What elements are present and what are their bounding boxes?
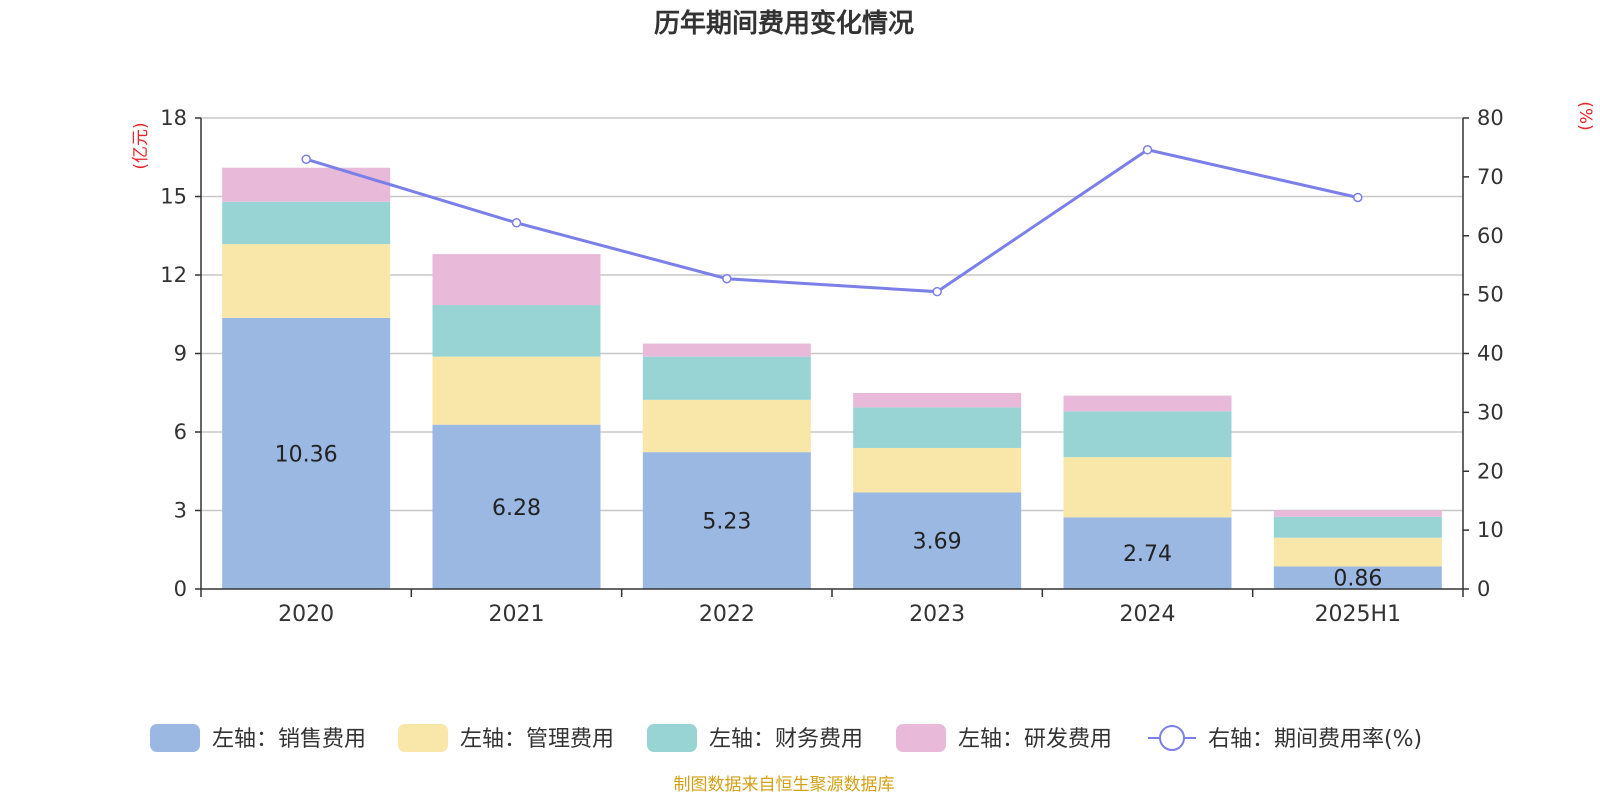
rate-point — [301, 154, 311, 164]
legend-swatch — [896, 724, 946, 752]
bar-value-label: 5.23 — [702, 510, 751, 535]
legend-marker — [1159, 725, 1185, 751]
axes: 0 3 6 9 12 15 18 0 10 20 30 40 50 60 70 80 2020 2021 2022 2… — [160, 106, 1503, 627]
bar-segment — [853, 407, 1022, 448]
right-axis-tick-label: 20 — [1477, 459, 1504, 483]
right-axis-tick-label: 30 — [1477, 400, 1504, 424]
bar-segment — [1273, 566, 1442, 589]
left-axis-tick-label: 3 — [174, 499, 187, 523]
x-axis-tick-label: 2023 — [909, 602, 965, 627]
bar-series — [222, 167, 1442, 589]
bar-segment — [1063, 457, 1232, 518]
legend-swatch — [398, 724, 448, 752]
bar-value-label: 6.28 — [492, 496, 541, 521]
bar-segment — [432, 254, 601, 306]
right-axis-tick-label: 80 — [1477, 106, 1504, 130]
bar-segment — [1273, 537, 1442, 567]
right-axis-tick-label: 70 — [1477, 165, 1504, 189]
legend-label: 左轴：销售费用 — [212, 727, 366, 752]
bar-segment — [642, 356, 811, 400]
x-axis-tick-label: 2024 — [1120, 602, 1176, 627]
right-axis-tick-label: 50 — [1477, 283, 1504, 307]
rate-point — [511, 218, 522, 228]
bar-segment — [1273, 510, 1442, 517]
data-source-note: 制图数据来自恒生聚源数据库 — [674, 775, 895, 795]
left-axis-tick-label: 6 — [174, 420, 187, 444]
bar-segment — [222, 317, 391, 589]
bar-segment — [642, 452, 811, 589]
left-axis-unit: (亿元) — [131, 122, 151, 169]
x-axis-tick-label: 2025H1 — [1315, 602, 1402, 627]
line-series — [301, 145, 1363, 297]
right-axis-unit: (%) — [1575, 101, 1595, 130]
right-axis-tick-label: 60 — [1477, 224, 1504, 248]
rate-point — [722, 273, 732, 284]
chart-title: 历年期间费用变化情况 — [654, 8, 914, 39]
left-axis-tick-label: 9 — [174, 342, 187, 366]
right-axis-tick-label: 40 — [1477, 342, 1504, 366]
bar-segment — [642, 343, 811, 357]
left-axis-tick-label: 12 — [160, 263, 187, 287]
legend-label: 左轴：研发费用 — [958, 727, 1112, 752]
legend-swatch — [647, 724, 697, 752]
rate-point — [1353, 192, 1363, 203]
bar-segment — [432, 424, 601, 589]
bar-segment — [642, 399, 811, 453]
bar-segment — [432, 356, 601, 425]
legend-swatch — [150, 724, 200, 752]
bar-segment — [1273, 516, 1442, 538]
legend-label: 左轴：管理费用 — [460, 727, 614, 752]
left-axis-tick-label: 18 — [160, 106, 187, 130]
left-axis-tick-label: 15 — [160, 185, 187, 209]
grid-lines — [201, 117, 1463, 512]
bar-segment — [1063, 517, 1232, 589]
bar-segment — [222, 244, 391, 318]
bar-segment — [1063, 411, 1232, 458]
bar-value-label: 3.69 — [913, 530, 962, 555]
x-axis-tick-label: 2020 — [278, 602, 334, 627]
x-axis-tick-label: 2022 — [699, 602, 755, 627]
legend: 左轴：销售费用 左轴：管理费用 左轴：财务费用 左轴：研发费用 右轴：期间费用率(%) — [150, 724, 1422, 752]
bar-value-label: 0.86 — [1333, 567, 1382, 592]
legend-label: 左轴：财务费用 — [709, 727, 863, 752]
bar-segment — [853, 447, 1022, 493]
left-axis-tick-label: 0 — [174, 577, 187, 601]
right-axis-tick-label: 10 — [1477, 518, 1504, 542]
bar-segment — [853, 492, 1022, 589]
bar-segment — [432, 305, 601, 357]
bar-value-label: 2.74 — [1123, 542, 1172, 567]
rate-point — [932, 286, 942, 297]
bar-segment — [222, 201, 391, 245]
x-axis-tick-label: 2021 — [489, 602, 545, 627]
bar-data-labels: 10.36 6.28 5.23 3.69 2.74 0.86 — [275, 442, 1383, 591]
right-axis-tick-label: 0 — [1477, 577, 1490, 601]
legend-label: 右轴：期间费用率(%) — [1208, 727, 1422, 752]
bar-segment — [1063, 395, 1232, 412]
bar-segment — [222, 167, 391, 202]
bar-segment — [853, 393, 1022, 408]
bar-value-label: 10.36 — [275, 442, 338, 467]
rate-point — [1142, 145, 1153, 155]
rate-line — [305, 148, 1359, 294]
